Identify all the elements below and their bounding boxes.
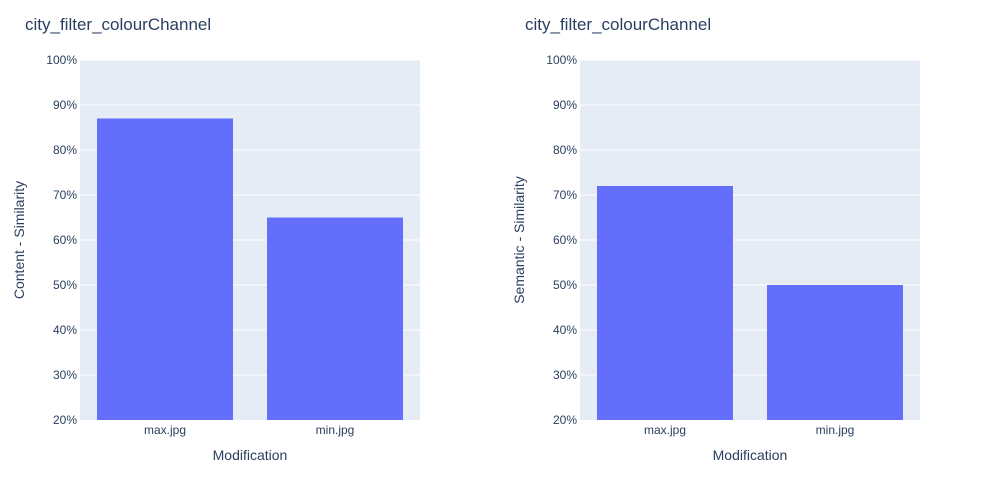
y-tick-label: 80%	[553, 143, 577, 157]
y-tick-label: 100%	[546, 53, 577, 67]
bar-min-jpg[interactable]	[767, 285, 903, 420]
y-tick-label: 60%	[553, 233, 577, 247]
bars	[97, 118, 403, 421]
x-axis-label: Modification	[713, 447, 788, 463]
y-tick-label: 90%	[53, 98, 77, 112]
y-tick-label: 50%	[553, 278, 577, 292]
x-tick-labels: max.jpg min.jpg	[144, 423, 354, 437]
y-tick-label: 30%	[553, 368, 577, 382]
x-tick-label: min.jpg	[316, 423, 355, 437]
x-tick-label: min.jpg	[816, 423, 855, 437]
y-axis-label: Semantic - Similarity	[511, 176, 527, 304]
y-tick-label: 50%	[53, 278, 77, 292]
y-tick-label: 60%	[53, 233, 77, 247]
y-tick-label: 40%	[553, 323, 577, 337]
y-tick-labels: 20% 30% 40% 50% 60% 70% 80% 90% 100%	[546, 53, 577, 427]
y-tick-label: 70%	[53, 188, 77, 202]
semantic-similarity-chart: city_filter_colourChannel 20% 30% 40% 50% 60…	[500, 0, 1000, 500]
chart-title: city_filter_colourChannel	[25, 15, 211, 34]
chart-title: city_filter_colourChannel	[525, 15, 711, 34]
y-tick-label: 70%	[553, 188, 577, 202]
y-tick-label: 30%	[53, 368, 77, 382]
bars	[597, 186, 903, 420]
y-tick-label: 100%	[46, 53, 77, 67]
y-tick-label: 20%	[53, 413, 77, 427]
y-axis-label: Content - Similarity	[11, 181, 27, 299]
bar-max-jpg[interactable]	[597, 186, 733, 420]
x-tick-labels: max.jpg min.jpg	[644, 423, 854, 437]
chart-svg: city_filter_colourChannel 20% 30% 40% 50% 60…	[511, 15, 920, 463]
y-tick-label: 90%	[553, 98, 577, 112]
bar-min-jpg[interactable]	[267, 217, 403, 421]
y-tick-label: 40%	[53, 323, 77, 337]
x-axis-label: Modification	[213, 447, 288, 463]
x-tick-label: max.jpg	[644, 423, 686, 437]
y-tick-labels: 20% 30% 40% 50% 60% 70% 80% 90% 100%	[46, 53, 77, 427]
x-tick-label: max.jpg	[144, 423, 186, 437]
y-tick-label: 20%	[553, 413, 577, 427]
y-tick-label: 80%	[53, 143, 77, 157]
bar-max-jpg[interactable]	[97, 118, 233, 421]
content-similarity-chart: city_filter_colourChannel 20% 30% 40% 50% 60…	[11, 15, 420, 463]
chart-svg: city_filter_colourChannel 20% 30% 40% 50% 60…	[11, 15, 420, 463]
